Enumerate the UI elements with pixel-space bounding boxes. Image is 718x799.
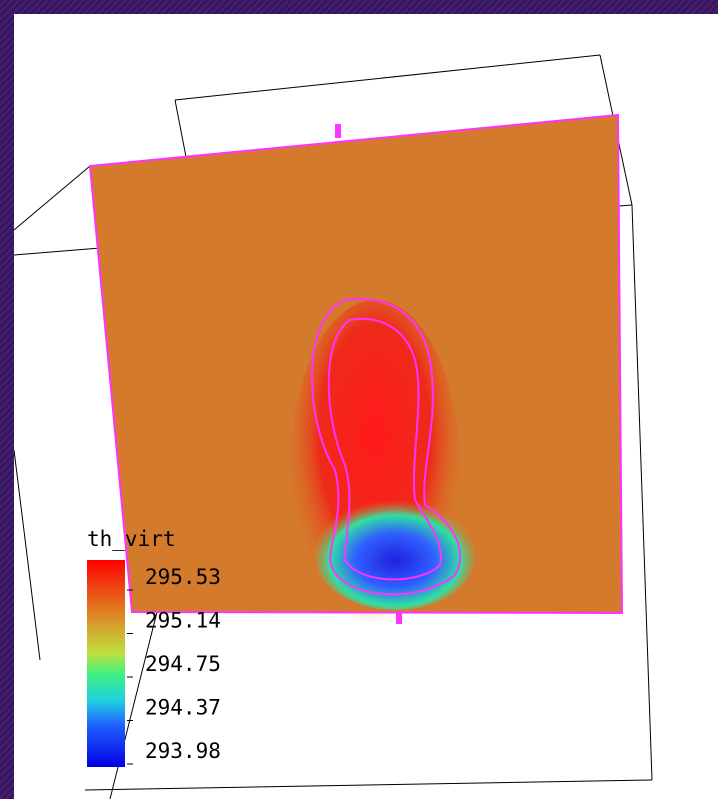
colorbar — [87, 560, 125, 767]
contours — [310, 298, 462, 596]
colorbar-tick-label: 294.37 — [145, 696, 221, 720]
visualization: th_virt 295.53 295.14 294.75 294.37 293.98 — [14, 14, 718, 799]
axis-marker — [396, 612, 402, 624]
legend-title: th_virt — [87, 527, 176, 551]
colorbar-tick-label: 295.53 — [145, 565, 221, 589]
colorbar-tick-label: 295.14 — [145, 609, 221, 633]
axis-marker — [335, 124, 341, 138]
colorbar-ticks: 295.53 295.14 294.75 294.37 293.98 — [127, 565, 221, 765]
colorbar-tick-label: 294.75 — [145, 652, 221, 676]
cold-pool — [315, 500, 475, 610]
colorbar-tick-label: 293.98 — [145, 739, 221, 763]
